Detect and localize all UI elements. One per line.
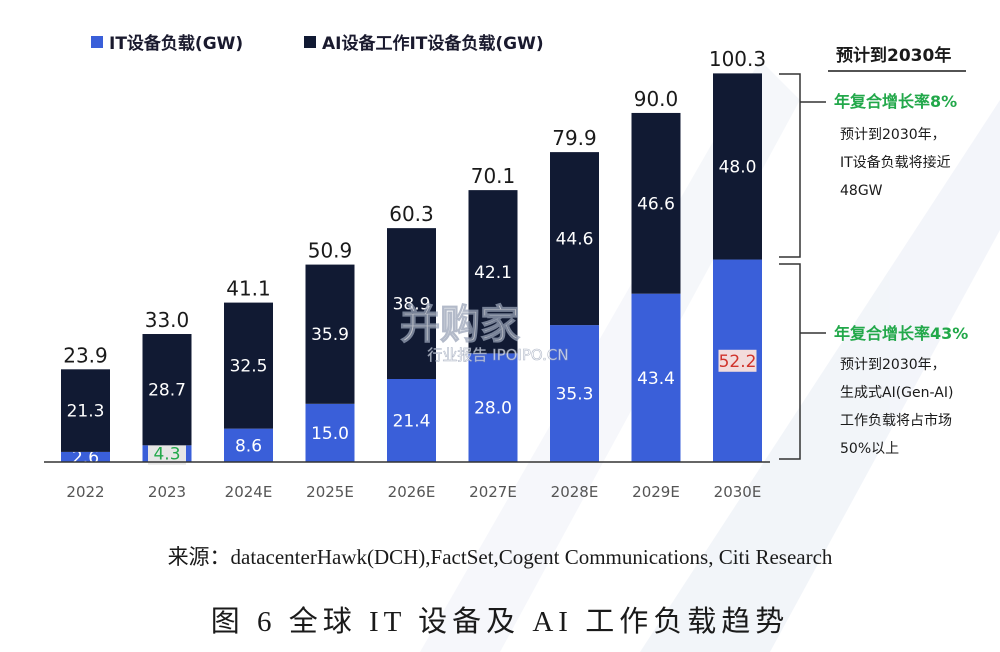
data-label-ai-load: 38.9	[393, 295, 431, 315]
bar-segment-ai-load	[305, 264, 355, 404]
figure-caption: 图 6 全球 IT 设备及 AI 工作负载趋势	[210, 606, 790, 638]
bar-segment-ai-load	[387, 228, 436, 380]
total-label: 50.9	[308, 239, 353, 263]
legend-label-it-load: IT设备负载(GW)	[109, 33, 243, 54]
bar-segment-ai-load	[550, 152, 599, 326]
bars-group: 2.6 21.3 4.3 28.7 8.6 32.5 15.0 35.9 21.4 38.9 28.…	[61, 73, 762, 468]
x-tick-label: 2022	[66, 483, 104, 501]
total-label: 60.3	[389, 202, 434, 226]
data-label-ai-load: 35.9	[311, 325, 349, 345]
data-label-it-load: 43.4	[637, 369, 675, 389]
bar-segment-ai-load	[468, 190, 518, 354]
data-label-it-load: 8.6	[235, 436, 262, 456]
x-tick-label: 2027E	[469, 483, 517, 501]
total-label: 33.0	[145, 308, 190, 332]
annotation-panel: 预计到2030年 年复合增长率8% 预计到2030年， IT设备负载将接近 48GW 年…	[779, 45, 968, 460]
bar-segment-it-load	[387, 379, 436, 462]
x-tick-label: 2028E	[551, 483, 599, 501]
total-label: 23.9	[63, 343, 108, 367]
total-label: 41.1	[226, 277, 271, 301]
data-label-ai-load: 48.0	[719, 157, 757, 177]
annotation-text-line: 48GW	[840, 183, 883, 199]
bar-segment-ai-load	[61, 369, 110, 452]
watermark: 并购家 行业报告 IPOIPO.CN	[400, 302, 569, 365]
bar-segment-it-load	[305, 403, 355, 462]
data-label-ai-load: 28.7	[148, 381, 186, 401]
watermark-stripes	[420, 60, 1000, 652]
total-labels-group: 23.9 33.0 41.1 50.9 60.3 70.1 79.9 90.0 100.3	[63, 47, 766, 367]
source-note: 来源：datacenterHawk(DCH),FactSet,Cogent Co…	[167, 545, 833, 569]
x-axis-ticks: 2022 2023 2024E 2025E 2026E 2027E 2028E 2029E 20…	[66, 483, 761, 501]
bar-segment-it-load	[224, 428, 273, 462]
annotation-text-line: 生成式AI(Gen-AI)	[840, 385, 953, 401]
bar-segment-ai-load	[224, 302, 273, 429]
data-label-it-load: 52.2	[719, 352, 757, 372]
bar-segment-it-load	[61, 451, 110, 462]
legend-label-ai-load: AI设备工作IT设备负载(GW)	[322, 33, 544, 54]
data-label-ai-load: 46.6	[637, 194, 675, 214]
x-tick-label: 2024E	[225, 483, 273, 501]
annotation-text-line: IT设备负载将接近	[840, 154, 951, 171]
annotation-title: 预计到2030年	[836, 45, 951, 66]
data-label-ai-load: 32.5	[230, 357, 268, 377]
legend-swatch-ai-load	[304, 36, 316, 48]
data-label-ai-load: 21.3	[67, 402, 105, 422]
x-tick-label: 2023	[148, 483, 186, 501]
x-tick-label: 2029E	[632, 483, 680, 501]
data-label-ai-load: 44.6	[556, 230, 594, 250]
data-label-it-load: 4.3	[153, 445, 180, 465]
bracket-it-load	[779, 263, 801, 460]
total-label: 79.9	[552, 126, 597, 150]
bar-segment-ai-load	[142, 334, 192, 446]
data-label-highlight-box	[148, 442, 186, 465]
watermark-sub: 行业报告 IPOIPO.CN	[427, 346, 568, 364]
total-label: 90.0	[634, 87, 679, 111]
annotation-text-line: 预计到2030年，	[840, 357, 946, 373]
annotation-text-line: 工作负载将占市场	[840, 412, 952, 429]
x-tick-label: 2030E	[714, 483, 762, 501]
data-label-ai-load: 42.1	[474, 263, 512, 283]
total-label: 100.3	[709, 47, 766, 71]
bar-segment-it-load	[631, 293, 681, 462]
bar-segment-ai-load	[631, 112, 681, 294]
annotation-text-line: 预计到2030年，	[840, 127, 946, 143]
watermark-brand: 并购家	[400, 302, 520, 348]
data-label-highlight-box	[718, 349, 757, 372]
bar-segment-ai-load	[713, 73, 762, 260]
bracket-ai-load	[779, 73, 801, 258]
annotation-growth-rate: 年复合增长率43%	[834, 324, 968, 343]
bar-segment-it-load	[550, 325, 599, 462]
total-label: 70.1	[471, 164, 516, 188]
annotation-growth-rate: 年复合增长率8%	[834, 92, 957, 111]
bar-segment-it-load	[468, 353, 518, 462]
data-label-it-load: 35.3	[556, 385, 594, 405]
data-label-it-load: 2.6	[72, 448, 99, 468]
data-label-it-load: 28.0	[474, 399, 512, 419]
legend: IT设备负载(GW) AI设备工作IT设备负载(GW)	[91, 33, 544, 54]
data-label-it-load: 21.4	[393, 412, 431, 432]
x-tick-label: 2025E	[306, 483, 354, 501]
annotation-text-line: 50%以上	[840, 441, 899, 457]
x-tick-label: 2026E	[388, 483, 436, 501]
legend-swatch-it-load	[91, 36, 103, 48]
data-label-it-load: 15.0	[311, 424, 349, 444]
